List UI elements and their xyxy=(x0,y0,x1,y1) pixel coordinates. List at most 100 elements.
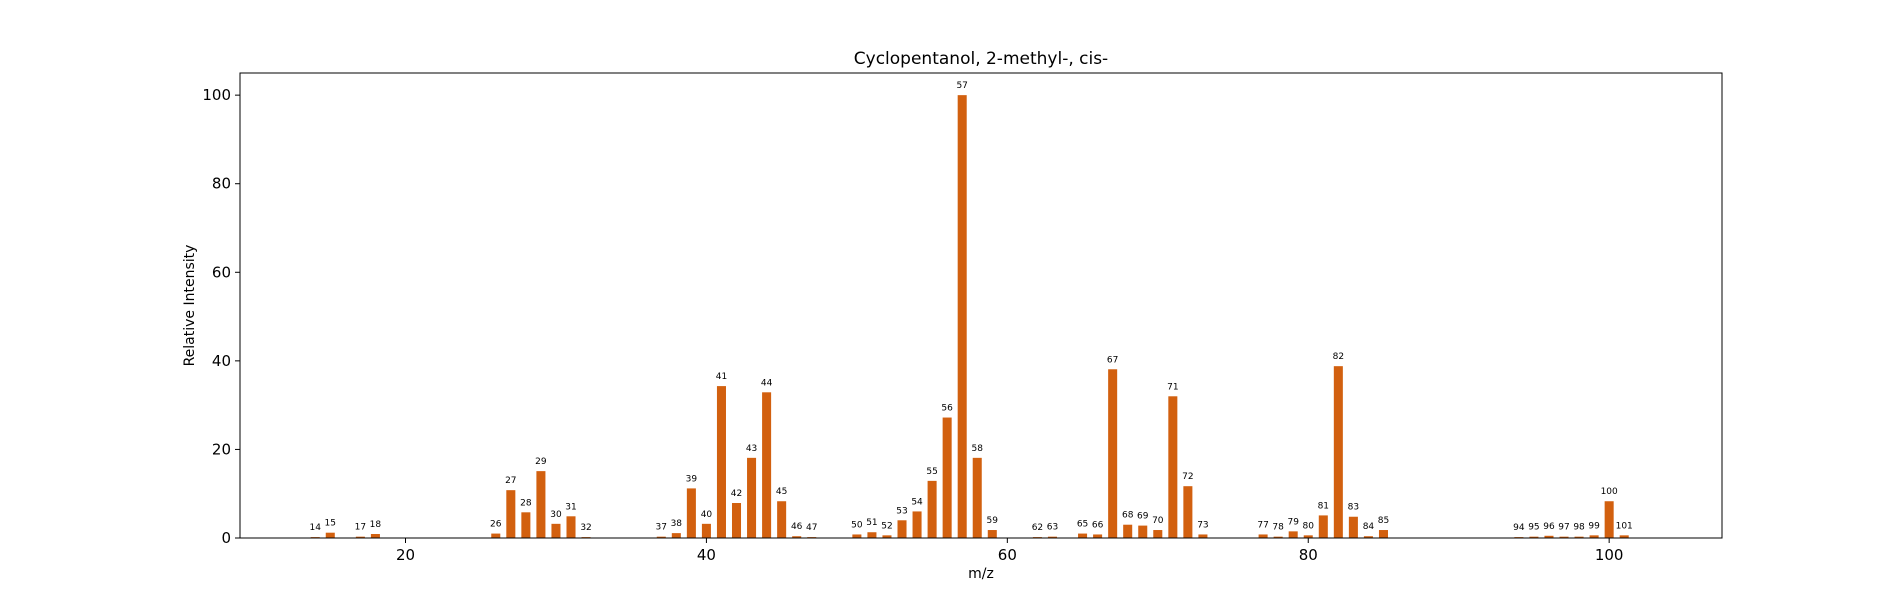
bar-mz-68 xyxy=(1123,524,1133,538)
bar-label-mz-66: 66 xyxy=(1092,520,1104,530)
x-tick-label: 80 xyxy=(1299,546,1318,564)
bar-mz-37 xyxy=(656,536,666,538)
bar-label-mz-32: 32 xyxy=(580,523,591,533)
bar-label-mz-99: 99 xyxy=(1588,521,1600,531)
bar-label-mz-38: 38 xyxy=(671,519,683,529)
bar-label-mz-73: 73 xyxy=(1197,520,1208,530)
bar-label-mz-40: 40 xyxy=(701,510,713,520)
bar-label-mz-63: 63 xyxy=(1047,523,1058,533)
x-tick-label: 20 xyxy=(396,546,415,564)
bar-label-mz-100: 100 xyxy=(1601,487,1618,497)
bar-label-mz-96: 96 xyxy=(1543,522,1555,532)
bar-label-mz-47: 47 xyxy=(806,523,817,533)
bar-mz-45 xyxy=(777,501,787,538)
bar-mz-100 xyxy=(1604,501,1614,538)
bar-mz-15 xyxy=(325,532,335,538)
bar-mz-29 xyxy=(536,471,546,538)
bar-mz-95 xyxy=(1529,536,1539,538)
bar-label-mz-82: 82 xyxy=(1333,352,1344,362)
bar-label-mz-26: 26 xyxy=(490,520,502,530)
bar-mz-59 xyxy=(987,530,997,538)
bar-label-mz-50: 50 xyxy=(851,520,863,530)
bar-mz-44 xyxy=(762,392,772,538)
bar-label-mz-37: 37 xyxy=(656,523,667,533)
bar-mz-79 xyxy=(1288,531,1298,538)
bar-label-mz-62: 62 xyxy=(1032,523,1043,533)
bar-mz-55 xyxy=(927,480,937,538)
bar-mz-54 xyxy=(912,511,922,538)
bar-label-mz-95: 95 xyxy=(1528,523,1539,533)
bar-label-mz-51: 51 xyxy=(866,518,877,528)
bar-label-mz-85: 85 xyxy=(1378,516,1389,526)
bar-mz-70 xyxy=(1153,530,1163,538)
bar-label-mz-31: 31 xyxy=(565,502,576,512)
bar-label-mz-56: 56 xyxy=(941,404,953,414)
x-axis-title: m/z xyxy=(968,566,994,582)
bar-mz-30 xyxy=(551,523,561,538)
bar-label-mz-55: 55 xyxy=(926,467,937,477)
chart-title: Cyclopentanol, 2-methyl-, cis- xyxy=(854,49,1108,69)
bar-mz-80 xyxy=(1303,535,1313,538)
bar-label-mz-83: 83 xyxy=(1348,503,1359,513)
bar-label-mz-28: 28 xyxy=(520,498,532,508)
bar-label-mz-65: 65 xyxy=(1077,520,1088,530)
bar-mz-77 xyxy=(1258,534,1268,538)
bar-mz-27 xyxy=(506,490,516,538)
bar-label-mz-30: 30 xyxy=(550,510,562,520)
bar-mz-26 xyxy=(491,533,501,538)
bar-label-mz-44: 44 xyxy=(761,378,773,388)
bar-label-mz-97: 97 xyxy=(1558,523,1569,533)
bar-mz-56 xyxy=(942,417,952,538)
bar-mz-96 xyxy=(1544,535,1554,538)
bar-mz-73 xyxy=(1198,534,1208,538)
bar-label-mz-45: 45 xyxy=(776,487,787,497)
bar-mz-99 xyxy=(1589,535,1599,538)
y-tick-label: 0 xyxy=(221,529,231,547)
bar-mz-65 xyxy=(1078,533,1088,538)
bar-mz-69 xyxy=(1138,525,1148,538)
bar-label-mz-29: 29 xyxy=(535,457,547,467)
bar-label-mz-71: 71 xyxy=(1167,382,1178,392)
bar-mz-42 xyxy=(731,503,742,538)
bar-label-mz-46: 46 xyxy=(791,522,803,532)
bar-label-mz-43: 43 xyxy=(746,444,757,454)
bar-label-mz-53: 53 xyxy=(896,506,907,516)
bar-label-mz-70: 70 xyxy=(1152,516,1164,526)
bar-label-mz-57: 57 xyxy=(956,81,967,91)
bar-label-mz-52: 52 xyxy=(881,521,892,531)
bar-label-mz-72: 72 xyxy=(1182,472,1193,482)
bar-label-mz-42: 42 xyxy=(731,489,742,499)
bar-mz-101 xyxy=(1619,535,1629,538)
bar-mz-66 xyxy=(1093,534,1103,538)
y-tick-label: 100 xyxy=(202,86,231,104)
x-tick-label: 60 xyxy=(998,546,1017,564)
bar-mz-39 xyxy=(686,488,696,538)
bar-label-mz-59: 59 xyxy=(987,516,999,526)
bar-mz-72 xyxy=(1183,486,1193,538)
bar-label-mz-15: 15 xyxy=(325,519,336,529)
bar-label-mz-17: 17 xyxy=(355,523,366,533)
bar-mz-31 xyxy=(566,516,576,538)
bar-mz-67 xyxy=(1108,369,1118,538)
bar-label-mz-54: 54 xyxy=(911,497,923,507)
plot-frame xyxy=(239,72,1723,539)
bar-label-mz-14: 14 xyxy=(310,523,322,533)
x-tick-label: 40 xyxy=(697,546,716,564)
bar-mz-58 xyxy=(972,457,982,538)
y-axis: 0 20 40 60 80 100 xyxy=(202,86,240,547)
bar-mz-83 xyxy=(1348,516,1358,538)
bar-label-mz-67: 67 xyxy=(1107,355,1118,365)
bar-mz-71 xyxy=(1168,396,1178,538)
y-tick-label: 60 xyxy=(212,263,231,281)
bar-mz-41 xyxy=(716,386,726,538)
bar-label-mz-69: 69 xyxy=(1137,512,1149,522)
y-axis-title: Relative Intensity xyxy=(182,245,198,367)
bar-mz-28 xyxy=(521,512,531,538)
bar-label-mz-27: 27 xyxy=(505,476,516,486)
bar-label-mz-78: 78 xyxy=(1272,523,1284,533)
bar-label-mz-77: 77 xyxy=(1257,520,1268,530)
bar-mz-84 xyxy=(1363,536,1373,538)
bar-mz-63 xyxy=(1047,536,1057,538)
bar-mz-57 xyxy=(957,95,967,538)
